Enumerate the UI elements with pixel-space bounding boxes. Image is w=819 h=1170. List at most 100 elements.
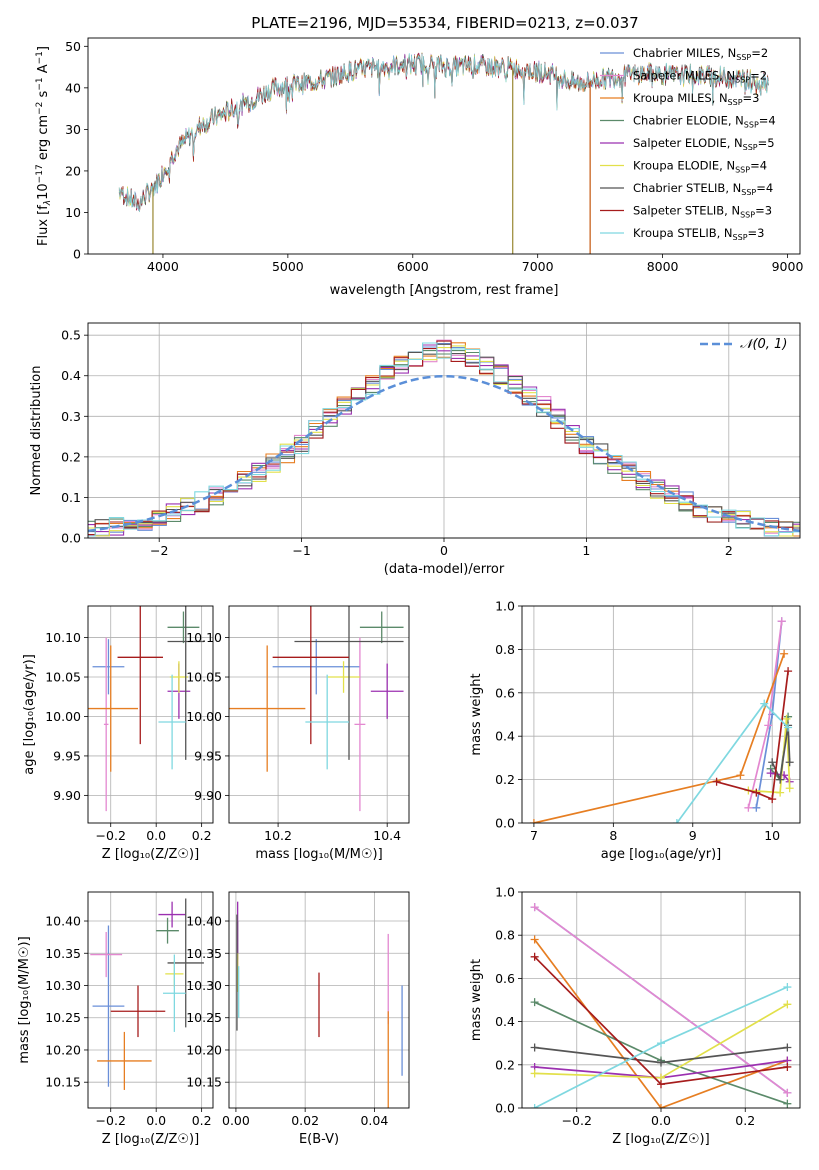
y-tick-label: 1.0	[495, 885, 515, 900]
weight-marker-3-2	[783, 1099, 792, 1108]
weight-marker-0-0	[752, 803, 761, 812]
weight-line-1	[534, 906, 788, 1094]
y-tick-label: 1.0	[495, 599, 515, 614]
x-tick-label: 8000	[647, 259, 679, 274]
y-tick-label: 10.15	[186, 1075, 222, 1090]
legend-label-5: Kroupa ELODIE, NSSP=4	[633, 159, 767, 175]
y-axis-label: mass [log₁₀(M/M☉)]	[17, 936, 32, 1063]
plot-area-mass-vs-ebv	[236, 901, 403, 1108]
axes-mass-vs-Z: −0.2 0.0 0.2 10.15 10.20 10.25 10.30 10.35 10.40…	[17, 891, 214, 1147]
legend-equals: =	[750, 69, 760, 83]
weight-marker-7-0	[530, 952, 539, 961]
weight-marker-1-0	[744, 803, 753, 812]
legend-nssp: 4	[760, 159, 767, 173]
x-tick-label: 5000	[272, 259, 304, 274]
y-tick-label: 0.4	[61, 368, 81, 383]
weight-marker-7-3	[784, 667, 793, 676]
x-tick-label: −0.2	[96, 828, 126, 843]
legend-label-3: Chabrier ELODIE, NSSP=4	[633, 114, 776, 130]
plot-area-weight-vs-Z	[530, 903, 792, 1108]
weight-marker-6-1	[776, 775, 785, 784]
x-axis-label: (data-model)/error	[384, 562, 505, 577]
y-label-part: −2	[35, 102, 45, 115]
weight-marker-7-1	[657, 1080, 665, 1089]
y-label-part: s	[36, 90, 51, 101]
legend-subscript: SSP	[735, 76, 750, 85]
legend-equals: =	[755, 204, 765, 218]
x-tick-label: −2	[150, 543, 168, 558]
plot-area-age-vs-Z	[88, 606, 204, 812]
legend-equals: =	[748, 226, 758, 240]
axes-frame	[521, 891, 801, 1109]
y-tick-label: 9.90	[53, 788, 81, 803]
weight-marker-2-1	[657, 1104, 665, 1108]
plot-area-spectrum	[118, 52, 769, 254]
x-tick-label: −0.2	[562, 1113, 592, 1128]
x-tick-label: 10.2	[264, 828, 292, 843]
y-tick-label: 0.6	[495, 685, 515, 700]
histogram-6	[88, 343, 800, 532]
y-tick-label: 0.3	[61, 409, 81, 424]
weight-marker-6-0	[768, 758, 777, 767]
x-tick-label: 10	[764, 828, 780, 843]
axes-residuals: −2 −1 0 1 2 0.0 0.1 0.2 0.3 0.4 0.5 (data-model)/er…	[29, 322, 801, 577]
plot-area-weight-vs-age	[529, 617, 794, 823]
y-tick-label: 0	[73, 247, 81, 262]
legend-label-2: Kroupa MILES, NSSP=3	[633, 91, 760, 107]
x-tick-label: 6000	[397, 259, 429, 274]
legend-subscript: SSP	[741, 188, 756, 197]
y-tick-label: 20	[65, 163, 81, 178]
y-tick-label: 0.5	[61, 328, 81, 343]
y-tick-label: 10.40	[186, 914, 222, 929]
weight-marker-7-2	[768, 795, 777, 804]
y-tick-label: 10.05	[186, 670, 222, 685]
legend-subscript: SSP	[733, 233, 748, 242]
legend-name: Kroupa STELIB, N	[633, 226, 733, 240]
weight-marker-6-3	[785, 758, 794, 767]
x-axis-label: wavelength [Angstrom, rest frame]	[330, 283, 559, 298]
y-tick-label: 9.95	[53, 748, 81, 763]
x-tick-label: 9000	[772, 259, 804, 274]
legend-label-7: Salpeter STELIB, NSSP=3	[633, 204, 772, 220]
legend-name: Salpeter STELIB, N	[633, 204, 740, 218]
legend-name: Kroupa MILES, N	[633, 91, 728, 105]
legend-name: Chabrier MILES, N	[633, 46, 736, 60]
y-tick-label: 10.30	[186, 978, 222, 993]
legend-nssp: 5	[767, 136, 774, 150]
y-label-part: erg cm	[36, 115, 51, 164]
weight-marker-2-0	[530, 935, 539, 944]
y-tick-label: 10.20	[186, 1042, 222, 1057]
weight-marker-1-1	[783, 1088, 792, 1097]
x-axis-label: Z [log₁₀(Z/Z☉)]	[102, 847, 199, 862]
x-tick-label: 0.0	[146, 1113, 166, 1128]
x-tick-label: 0.2	[192, 1113, 212, 1128]
legend-nssp: 2	[761, 46, 768, 60]
legend-subscript: SSP	[740, 211, 755, 220]
y-tick-label: 9.90	[194, 788, 222, 803]
histogram-8	[88, 342, 800, 537]
x-tick-label: 0.0	[146, 828, 166, 843]
y-axis-label: mass weight	[469, 959, 484, 1041]
x-tick-label: −0.2	[96, 1113, 126, 1128]
y-axis-label: Flux [fλ10−17 erg cm−2 s−1 A−1]	[35, 46, 53, 246]
x-axis-label: mass [log₁₀(M/M☉)]	[255, 847, 382, 862]
x-tick-label: 9	[689, 828, 697, 843]
y-tick-label: 0.8	[495, 928, 515, 943]
weight-marker-8-0	[672, 819, 681, 823]
axes-frame	[87, 891, 214, 1109]
legend-equals: =	[750, 159, 760, 173]
weight-marker-5-2	[783, 1000, 792, 1009]
y-label-part: ]	[36, 46, 51, 51]
weight-marker-1-0	[530, 903, 539, 912]
y-tick-label: 10.15	[45, 1075, 81, 1090]
y-tick-label: 30	[65, 122, 81, 137]
y-label-part: λ	[43, 200, 53, 206]
y-tick-label: 0.1	[61, 490, 81, 505]
legend-equals: =	[759, 114, 769, 128]
y-tick-label: 10.40	[45, 914, 81, 929]
weight-marker-5-2	[782, 714, 791, 723]
legend-nssp: 2	[760, 69, 767, 83]
y-axis-label: Normed distribution	[29, 366, 44, 496]
x-tick-label: 0.00	[222, 1113, 250, 1128]
legend-equals: =	[756, 181, 766, 195]
